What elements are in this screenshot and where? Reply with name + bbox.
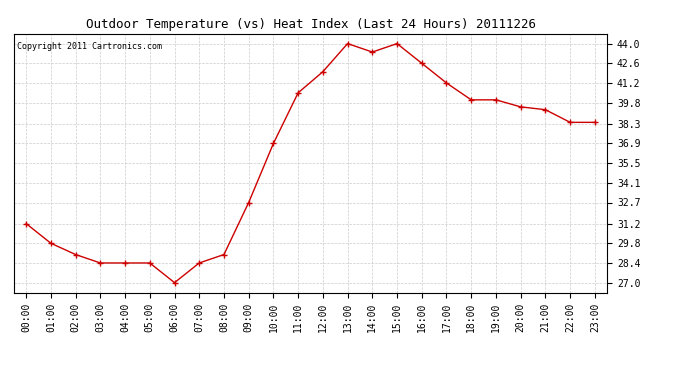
Title: Outdoor Temperature (vs) Heat Index (Last 24 Hours) 20111226: Outdoor Temperature (vs) Heat Index (Las… <box>86 18 535 31</box>
Text: Copyright 2011 Cartronics.com: Copyright 2011 Cartronics.com <box>17 42 161 51</box>
